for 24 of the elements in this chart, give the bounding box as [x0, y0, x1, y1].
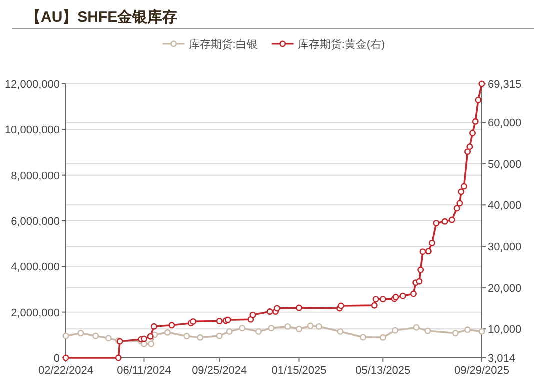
chart-title: 【AU】SHFE金银库存 — [26, 8, 178, 26]
y-tick-label: 0 — [54, 353, 60, 365]
legend-label: 库存期货:黄金(右) — [298, 38, 386, 51]
y-tick-label: 10,000,000 — [4, 124, 60, 137]
y-tick-label: 4,000,000 — [11, 262, 60, 274]
y-tick-label: 8,000,000 — [11, 170, 60, 182]
y2-tick-label: 10,000 — [488, 324, 522, 336]
x-tick-label: 09/25/2024 — [192, 365, 248, 377]
y-tick-label: 6,000,000 — [11, 216, 60, 228]
y-tick-label: 12,000,000 — [4, 79, 60, 91]
y2-tick-label: 3,014 — [488, 353, 516, 365]
x-tick-label: 02/22/2024 — [38, 365, 94, 377]
y-tick-label: 2,000,000 — [11, 307, 60, 320]
y2-tick-label: 40,000 — [488, 200, 522, 212]
y2-tick-label: 50,000 — [488, 158, 522, 171]
x-tick-label: 05/13/2025 — [356, 365, 411, 377]
y2-tick-label: 69,315 — [488, 79, 522, 91]
x-tick-label: 06/11/2024 — [117, 365, 172, 377]
y2-tick-label: 20,000 — [488, 282, 522, 295]
x-tick-label: 01/15/2025 — [272, 365, 327, 377]
y2-tick-label: 30,000 — [488, 241, 522, 254]
y2-tick-label: 60,000 — [488, 117, 522, 130]
x-tick-label: 09/29/2025 — [454, 365, 510, 377]
legend-label: 库存期货:白银 — [188, 38, 258, 51]
